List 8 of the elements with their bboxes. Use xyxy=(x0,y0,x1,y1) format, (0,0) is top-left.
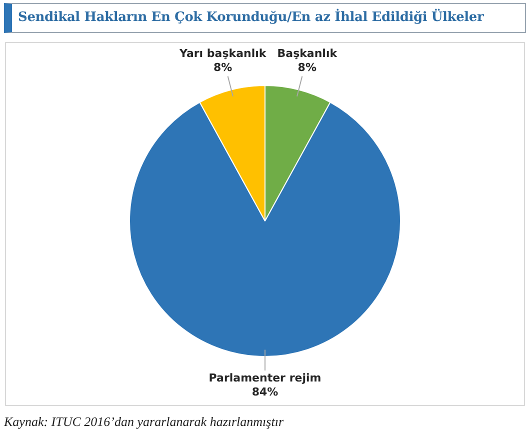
slice-label: Başkanlık xyxy=(277,47,338,60)
data-label: 8% xyxy=(214,61,232,74)
data-label: 84% xyxy=(252,385,278,398)
slice-label: Parlamenter rejim xyxy=(208,371,322,384)
text: Kaynak: ITUC 2016’dan yararlanarak hazırlanmıştır xyxy=(4,414,284,430)
chart-title: Sendikal Hakların En Çok Korunduğu/En az İhlal Edildiği Ülkeler xyxy=(4,3,526,33)
data-label: 8% xyxy=(298,61,316,74)
slice-label: Yarı başkanlık xyxy=(178,47,267,60)
